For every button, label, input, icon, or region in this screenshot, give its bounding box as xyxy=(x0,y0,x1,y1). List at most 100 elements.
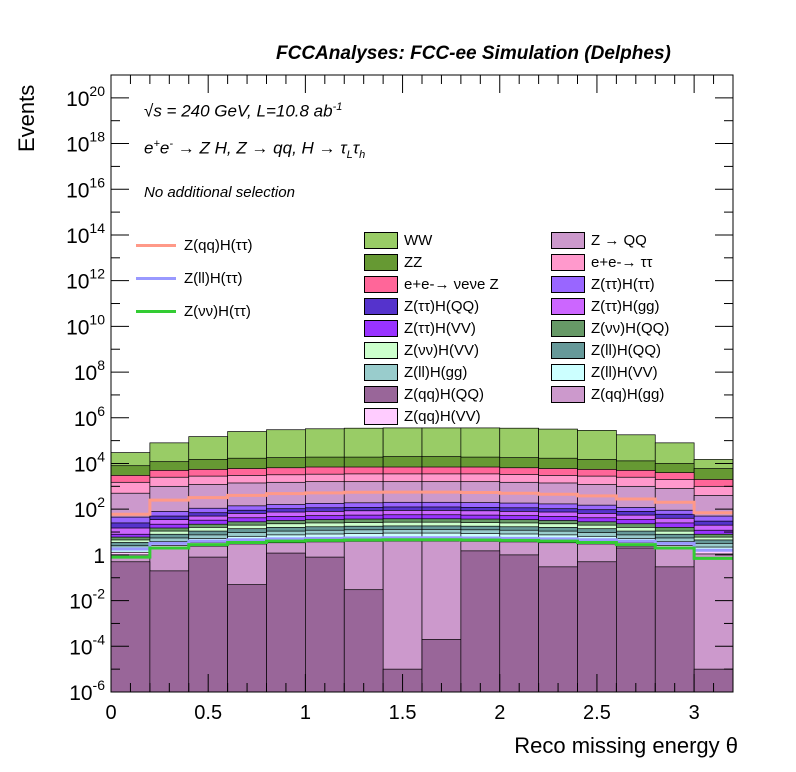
stack-bar xyxy=(188,556,228,693)
legend-bkg-item: ZZ xyxy=(364,254,422,271)
legend-label: Z(qq)H(QQ) xyxy=(404,386,484,403)
stack-bar xyxy=(616,547,656,693)
y-tick-label: 108 xyxy=(74,357,105,385)
process-label: e+e- → Z H, Z → qq, H → τLτh xyxy=(144,138,366,162)
legend-line-swatch xyxy=(136,244,176,247)
legend-fill-swatch xyxy=(364,254,398,271)
legend-fill-swatch xyxy=(364,298,398,315)
x-tick-label: 3 xyxy=(689,702,700,724)
stack-z-qq-h-qq-16 xyxy=(110,547,734,693)
legend-fill-swatch xyxy=(364,408,398,425)
stack-bar xyxy=(149,570,190,693)
legend-signal-item: Z(qq)H(ττ) xyxy=(136,237,253,254)
legend-signal-item: Z(νν)H(ττ) xyxy=(136,303,251,320)
legend-label: Z(ll)H(QQ) xyxy=(591,342,661,359)
x-axis-title: Reco missing energy θ xyxy=(514,733,738,758)
legend-label: e+e-→ νeνe Z xyxy=(404,276,499,293)
y-tick-label: 1020 xyxy=(66,83,105,111)
stack-bar xyxy=(305,556,345,693)
y-tick-label: 104 xyxy=(74,448,105,476)
legend-label: Z(ll)H(ττ) xyxy=(184,270,243,287)
y-tick-label: 10-4 xyxy=(69,631,105,659)
y-tick-label: 1014 xyxy=(66,220,105,248)
legend-bkg-item: e+e-→ νeνe Z xyxy=(364,276,499,293)
legend-fill-swatch xyxy=(551,386,585,403)
legend-bkg-item: e+e-→ ττ xyxy=(551,254,652,271)
legend-signal-item: Z(ll)H(ττ) xyxy=(136,270,243,287)
legend-label: Z(qq)H(gg) xyxy=(591,386,665,403)
legend-bkg-item: Z(ττ)H(QQ) xyxy=(364,298,479,315)
legend-bkg-item: Z(qq)H(gg) xyxy=(551,386,664,403)
legend-fill-swatch xyxy=(551,320,585,337)
y-tick-label: 1 xyxy=(93,545,105,568)
legend-label: Z(ll)H(gg) xyxy=(404,364,468,381)
x-tick-label: 0.5 xyxy=(194,702,222,724)
selection-label: No additional selection xyxy=(144,184,295,201)
legend-label: e+e-→ ττ xyxy=(591,254,653,271)
stack-bar xyxy=(266,552,306,693)
legend-bkg-item: Z(ll)H(VV) xyxy=(551,364,658,381)
y-tick-label: 1010 xyxy=(66,311,105,339)
legend-fill-swatch xyxy=(551,276,585,293)
legend-label: Z(qq)H(VV) xyxy=(404,408,481,425)
legend-fill-swatch xyxy=(364,342,398,359)
legend-fill-swatch xyxy=(551,232,585,249)
y-tick-label: 10-2 xyxy=(69,586,105,614)
stack-bar xyxy=(538,566,578,693)
x-tick-label: 2 xyxy=(494,702,505,724)
legend-fill-swatch xyxy=(551,254,585,271)
legend-fill-swatch xyxy=(364,320,398,337)
legend-bkg-item: Z(ττ)H(ττ) xyxy=(551,276,655,293)
y-tick-label: 1018 xyxy=(66,129,105,157)
signal-line-0 xyxy=(111,490,733,516)
x-tick-label: 2.5 xyxy=(583,702,611,724)
legend-bkg-item: Z → QQ xyxy=(551,232,647,249)
stack-bar xyxy=(577,561,617,693)
legend-label: Z(νν)H(VV) xyxy=(404,342,479,359)
legend-bkg-item: Z(νν)H(QQ) xyxy=(551,320,669,337)
legend-label: Z(νν)H(ττ) xyxy=(184,303,251,320)
legend-fill-swatch xyxy=(551,364,585,381)
legend-bkg-item: WW xyxy=(364,232,432,249)
legend-label: ZZ xyxy=(404,254,423,271)
legend-fill-swatch xyxy=(551,298,585,315)
stack-bar xyxy=(343,589,384,693)
legend-label: Z(qq)H(ττ) xyxy=(184,237,253,254)
legend-bkg-item: Z(ττ)H(VV) xyxy=(364,320,476,337)
legend-fill-swatch xyxy=(364,276,398,293)
energy-luminosity-label: √s = 240 GeV, L=10.8 ab-1 xyxy=(144,101,343,121)
legend-line-swatch xyxy=(136,277,176,280)
legend-line-swatch xyxy=(136,310,176,313)
legend-fill-swatch xyxy=(364,364,398,381)
legend-label: Z(ττ)H(VV) xyxy=(404,320,476,337)
y-tick-label: 106 xyxy=(74,403,105,431)
legend-bkg-item: Z(νν)H(VV) xyxy=(364,342,479,359)
legend-bkg-item: Z(ττ)H(gg) xyxy=(551,298,660,315)
legend-bkg-item: Z(qq)H(QQ) xyxy=(364,386,484,403)
signal-line-2 xyxy=(111,538,733,560)
stack-bar xyxy=(227,584,267,693)
legend-bkg-item: Z(ll)H(QQ) xyxy=(551,342,661,359)
legend-label: Z(ττ)H(ττ) xyxy=(591,276,655,293)
legend-label: Z → QQ xyxy=(591,232,647,249)
legend-bkg-item: Z(qq)H(VV) xyxy=(364,408,481,425)
legend-label: WW xyxy=(404,232,433,249)
stack-bar xyxy=(499,554,539,693)
stack-bar xyxy=(654,566,695,693)
y-tick-label: 1016 xyxy=(66,174,105,202)
x-tick-label: 0 xyxy=(105,702,116,724)
legend-label: Z(ττ)H(gg) xyxy=(591,298,660,315)
legend-label: Z(ττ)H(QQ) xyxy=(404,298,480,315)
stack-bar xyxy=(110,561,151,693)
y-axis-title: Events xyxy=(14,84,39,152)
legend-fill-swatch xyxy=(364,232,398,249)
legend-label: Z(ll)H(VV) xyxy=(591,364,658,381)
chart-banner: FCCAnalyses: FCC-ee Simulation (Delphes) xyxy=(276,43,671,64)
legend-label: Z(νν)H(QQ) xyxy=(591,320,670,337)
y-tick-label: 102 xyxy=(74,494,105,522)
x-tick-label: 1 xyxy=(300,702,311,724)
stack-bar xyxy=(460,550,501,693)
legend-fill-swatch xyxy=(551,342,585,359)
legend-fill-swatch xyxy=(364,386,398,403)
